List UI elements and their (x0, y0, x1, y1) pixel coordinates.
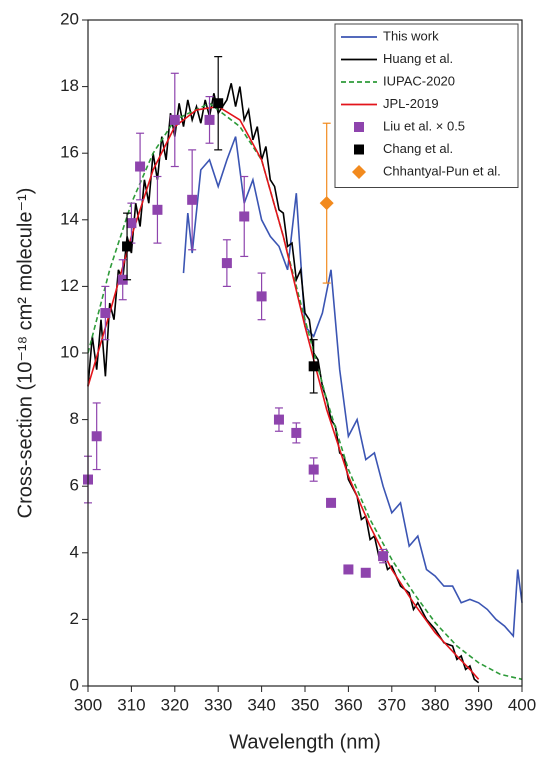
y-tick-label: 6 (70, 476, 79, 495)
y-tick-label: 20 (60, 9, 79, 28)
x-tick-label: 370 (378, 695, 406, 714)
legend-label: Chang et al. (383, 141, 453, 156)
marker (343, 564, 354, 575)
marker (152, 204, 163, 215)
x-tick-label: 330 (204, 695, 232, 714)
legend-label: This work (383, 28, 439, 43)
y-tick-label: 8 (70, 409, 79, 428)
marker (273, 414, 284, 425)
y-tick-label: 16 (60, 143, 79, 162)
x-tick-label: 350 (291, 695, 319, 714)
x-tick-label: 390 (464, 695, 492, 714)
legend-box (334, 23, 519, 188)
marker (204, 114, 215, 125)
marker (187, 194, 198, 205)
x-tick-label: 380 (421, 695, 449, 714)
legend-label: Chhantyal-Pun et al. (383, 163, 501, 178)
legend-marker (354, 144, 364, 155)
marker (135, 161, 146, 172)
marker (169, 114, 180, 125)
series-line (182, 136, 523, 638)
legend-label: Huang et al. (383, 51, 453, 66)
marker (291, 427, 302, 438)
y-tick-label: 18 (60, 76, 79, 95)
y-tick-label: 0 (70, 675, 79, 694)
y-tick-label: 4 (70, 542, 79, 561)
marker (326, 497, 337, 508)
legend-marker (352, 165, 366, 179)
marker (308, 464, 319, 475)
plot-frame (87, 19, 523, 687)
marker (91, 431, 102, 442)
marker (213, 98, 224, 109)
x-tick-label: 310 (117, 695, 145, 714)
x-axis-label: Wavelength (nm) (229, 731, 381, 753)
x-tick-label: 320 (161, 695, 189, 714)
y-axis-label: Cross-section (10⁻¹⁸ cm² molecule⁻¹) (14, 188, 36, 519)
marker (117, 274, 128, 285)
marker (122, 241, 133, 252)
x-tick-label: 300 (74, 695, 102, 714)
legend-label: IUPAC-2020 (383, 73, 455, 88)
legend-label: JPL-2019 (383, 96, 439, 111)
y-tick-label: 2 (70, 609, 79, 628)
marker (360, 567, 371, 578)
marker (378, 551, 389, 562)
x-tick-label: 360 (334, 695, 362, 714)
marker (221, 258, 232, 269)
y-tick-label: 12 (60, 276, 79, 295)
series-line (87, 105, 480, 680)
marker (126, 218, 137, 229)
y-tick-label: 14 (60, 209, 79, 228)
marker (256, 291, 267, 302)
marker (239, 211, 250, 222)
x-tick-label: 400 (508, 695, 536, 714)
marker (319, 196, 334, 211)
marker (308, 361, 319, 372)
x-tick-label: 340 (247, 695, 275, 714)
y-tick-label: 10 (60, 342, 79, 361)
legend-label: Liu et al. × 0.5 (383, 118, 465, 133)
marker (100, 308, 111, 319)
legend-marker (354, 122, 364, 132)
series-line (87, 102, 523, 681)
